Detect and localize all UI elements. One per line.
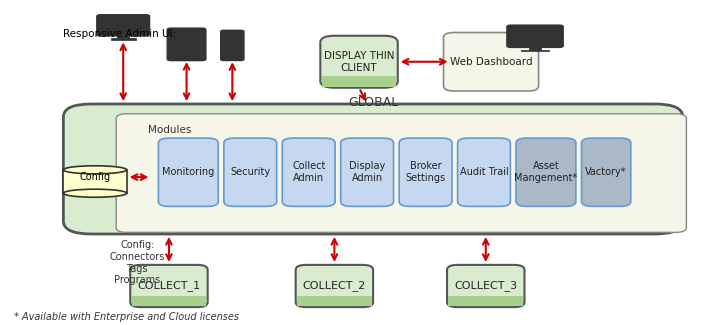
Text: Display
Admin: Display Admin <box>349 162 385 183</box>
FancyBboxPatch shape <box>582 138 631 206</box>
FancyBboxPatch shape <box>447 265 524 307</box>
FancyBboxPatch shape <box>63 104 683 234</box>
FancyBboxPatch shape <box>296 265 373 307</box>
FancyBboxPatch shape <box>516 138 576 206</box>
FancyBboxPatch shape <box>444 32 539 91</box>
FancyBboxPatch shape <box>399 138 452 206</box>
Text: Security: Security <box>230 167 270 177</box>
Bar <box>448 296 523 306</box>
FancyBboxPatch shape <box>507 25 563 47</box>
Bar <box>118 34 129 38</box>
Text: Responsive Admin UI:: Responsive Admin UI: <box>63 29 177 39</box>
FancyBboxPatch shape <box>282 138 335 206</box>
Bar <box>529 46 541 50</box>
Text: Config: Config <box>80 172 111 182</box>
Bar <box>63 170 127 193</box>
FancyBboxPatch shape <box>221 30 244 60</box>
Text: Audit Trail: Audit Trail <box>460 167 508 177</box>
Bar <box>111 38 136 40</box>
FancyBboxPatch shape <box>224 138 277 206</box>
FancyBboxPatch shape <box>116 114 686 232</box>
Bar <box>132 296 206 306</box>
Ellipse shape <box>63 166 127 174</box>
Text: * Available with Enterprise and Cloud licenses: * Available with Enterprise and Cloud li… <box>14 312 239 322</box>
Text: GLOBAL: GLOBAL <box>348 96 398 109</box>
Text: COLLECT_2: COLLECT_2 <box>303 280 366 292</box>
Text: COLLECT_1: COLLECT_1 <box>137 280 201 292</box>
Bar <box>297 296 372 306</box>
Text: Config:
Connectors
Tags
Programs: Config: Connectors Tags Programs <box>110 240 165 285</box>
Text: Broker
Settings: Broker Settings <box>406 162 446 183</box>
Bar <box>322 76 396 87</box>
FancyBboxPatch shape <box>320 36 398 88</box>
Text: Asset
Mangement*: Asset Mangement* <box>515 162 577 183</box>
Text: Web Dashboard: Web Dashboard <box>450 57 532 67</box>
Bar <box>522 50 548 51</box>
Text: COLLECT_3: COLLECT_3 <box>454 280 517 292</box>
FancyBboxPatch shape <box>158 138 218 206</box>
FancyBboxPatch shape <box>130 265 208 307</box>
Text: Collect
Admin: Collect Admin <box>292 162 325 183</box>
Ellipse shape <box>63 189 127 197</box>
FancyBboxPatch shape <box>341 138 394 206</box>
FancyBboxPatch shape <box>168 28 206 60</box>
FancyBboxPatch shape <box>96 15 149 36</box>
FancyBboxPatch shape <box>458 138 510 206</box>
Text: Modules: Modules <box>148 125 191 135</box>
Text: DISPLAY THIN
CLIENT: DISPLAY THIN CLIENT <box>324 51 394 72</box>
Text: Monitoring: Monitoring <box>162 167 215 177</box>
Text: Vactory*: Vactory* <box>586 167 627 177</box>
